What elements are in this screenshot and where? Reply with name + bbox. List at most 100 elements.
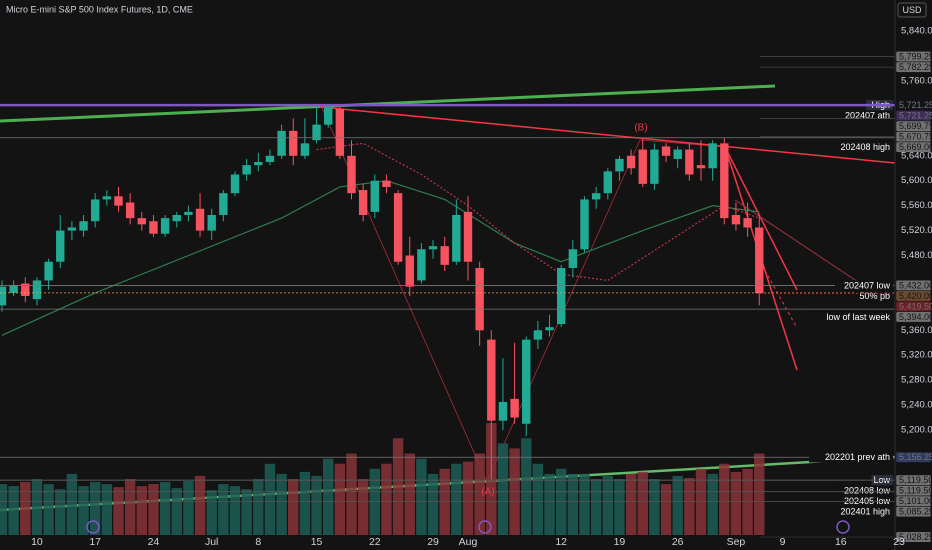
candle-body [254,162,263,166]
x-tick-label: 12 [555,536,567,548]
candle-body [195,208,205,231]
x-tick-label: Sep [727,536,746,548]
candle-body [405,255,414,287]
volume-bar [323,458,334,535]
projection-line [761,264,798,329]
price-tag-name-bg [835,280,893,291]
candle-body [44,261,53,281]
candle-body [382,180,391,187]
volume-bar [637,471,648,535]
candle-body [417,249,426,281]
volume-bar [206,490,217,535]
volume-bar [171,488,182,535]
volume-bar [451,463,462,535]
volume-bar [299,471,311,535]
volume-bar [113,487,124,535]
volume-bar [649,479,660,535]
volume-bar [404,453,415,535]
candle-body [324,107,333,125]
candle-body [32,280,42,300]
y-tick-label: 5,760.00 [901,76,932,87]
candle-body [661,146,671,156]
candle-body [370,180,379,212]
volume [0,423,765,535]
x-tick-label: 19 [614,536,626,548]
candle-body [219,193,228,216]
y-tick-label: 5,320.00 [901,350,932,361]
volume-bar [672,475,683,535]
volume-bar [43,484,54,535]
volume-bar [183,481,194,535]
candle-body [21,283,30,297]
candle-body [755,227,764,294]
candle-body [731,215,741,225]
x-tick-label: 26 [672,536,684,548]
volume-bar [381,463,392,535]
volume-bar [8,486,19,535]
volume-bar [544,473,555,535]
candle-body [673,149,682,159]
volume-bar [241,489,252,535]
y-tick-label: 5,600.00 [901,175,932,186]
volume-bar [754,453,765,535]
volume-bar [0,484,8,535]
candles [0,105,764,481]
candle-body [149,221,158,234]
volume-bar [730,471,742,535]
price-tag-name-bg [829,506,893,517]
candle-body [522,339,531,424]
volume-bar [311,475,322,535]
candle-body [289,130,298,156]
currency-box[interactable] [897,2,927,18]
candle-body [358,190,368,216]
volume-bar [124,479,136,535]
volume-bar [276,473,287,535]
volume-bar [20,482,31,535]
volume-bar [90,482,101,535]
volume-bar [101,484,113,535]
volume-bar [78,486,89,535]
candle-body [626,155,636,169]
candle-body [463,211,473,262]
candle-body [347,155,356,194]
volume-bar [229,486,241,535]
price-tag-name-bg [835,110,893,121]
x-tick-label: 24 [148,536,160,548]
x-tick-label: 8 [255,536,261,548]
volume-bar [194,475,206,535]
price-tag-name: 202408 high [840,142,890,152]
candle-body [79,221,88,231]
candle-body [335,109,345,156]
price-tag-name-bg [809,452,893,463]
candle-body [172,215,181,222]
candle-body [207,215,216,231]
candle-body [300,143,310,156]
candle-body [312,124,321,141]
event-icon[interactable] [478,520,492,534]
candle-body [452,215,461,262]
x-tick-label: 17 [89,536,101,548]
y-tick-label: 5,480.00 [901,250,932,261]
moving-averages [1,142,760,336]
candle-body [557,267,566,325]
candle-body [591,193,601,200]
volume-bar [474,453,485,535]
x-tick-label: 23 [893,536,905,548]
price-tag-name-bg [829,141,893,153]
volume-bar [218,484,229,535]
volume-bar [288,479,299,535]
candle-body [510,398,519,418]
candle-body [265,155,275,163]
wave-label: (A) [481,487,494,498]
y-tick-label: 5,360.00 [901,325,932,336]
event-icon[interactable] [836,520,850,534]
volume-bar [346,453,357,535]
candle-body [487,339,496,421]
candle-body [428,246,438,250]
event-icon[interactable] [86,520,100,534]
price-tag-name: 202407 low [844,280,891,290]
volume-bar [264,463,276,535]
candle-body [67,227,77,231]
